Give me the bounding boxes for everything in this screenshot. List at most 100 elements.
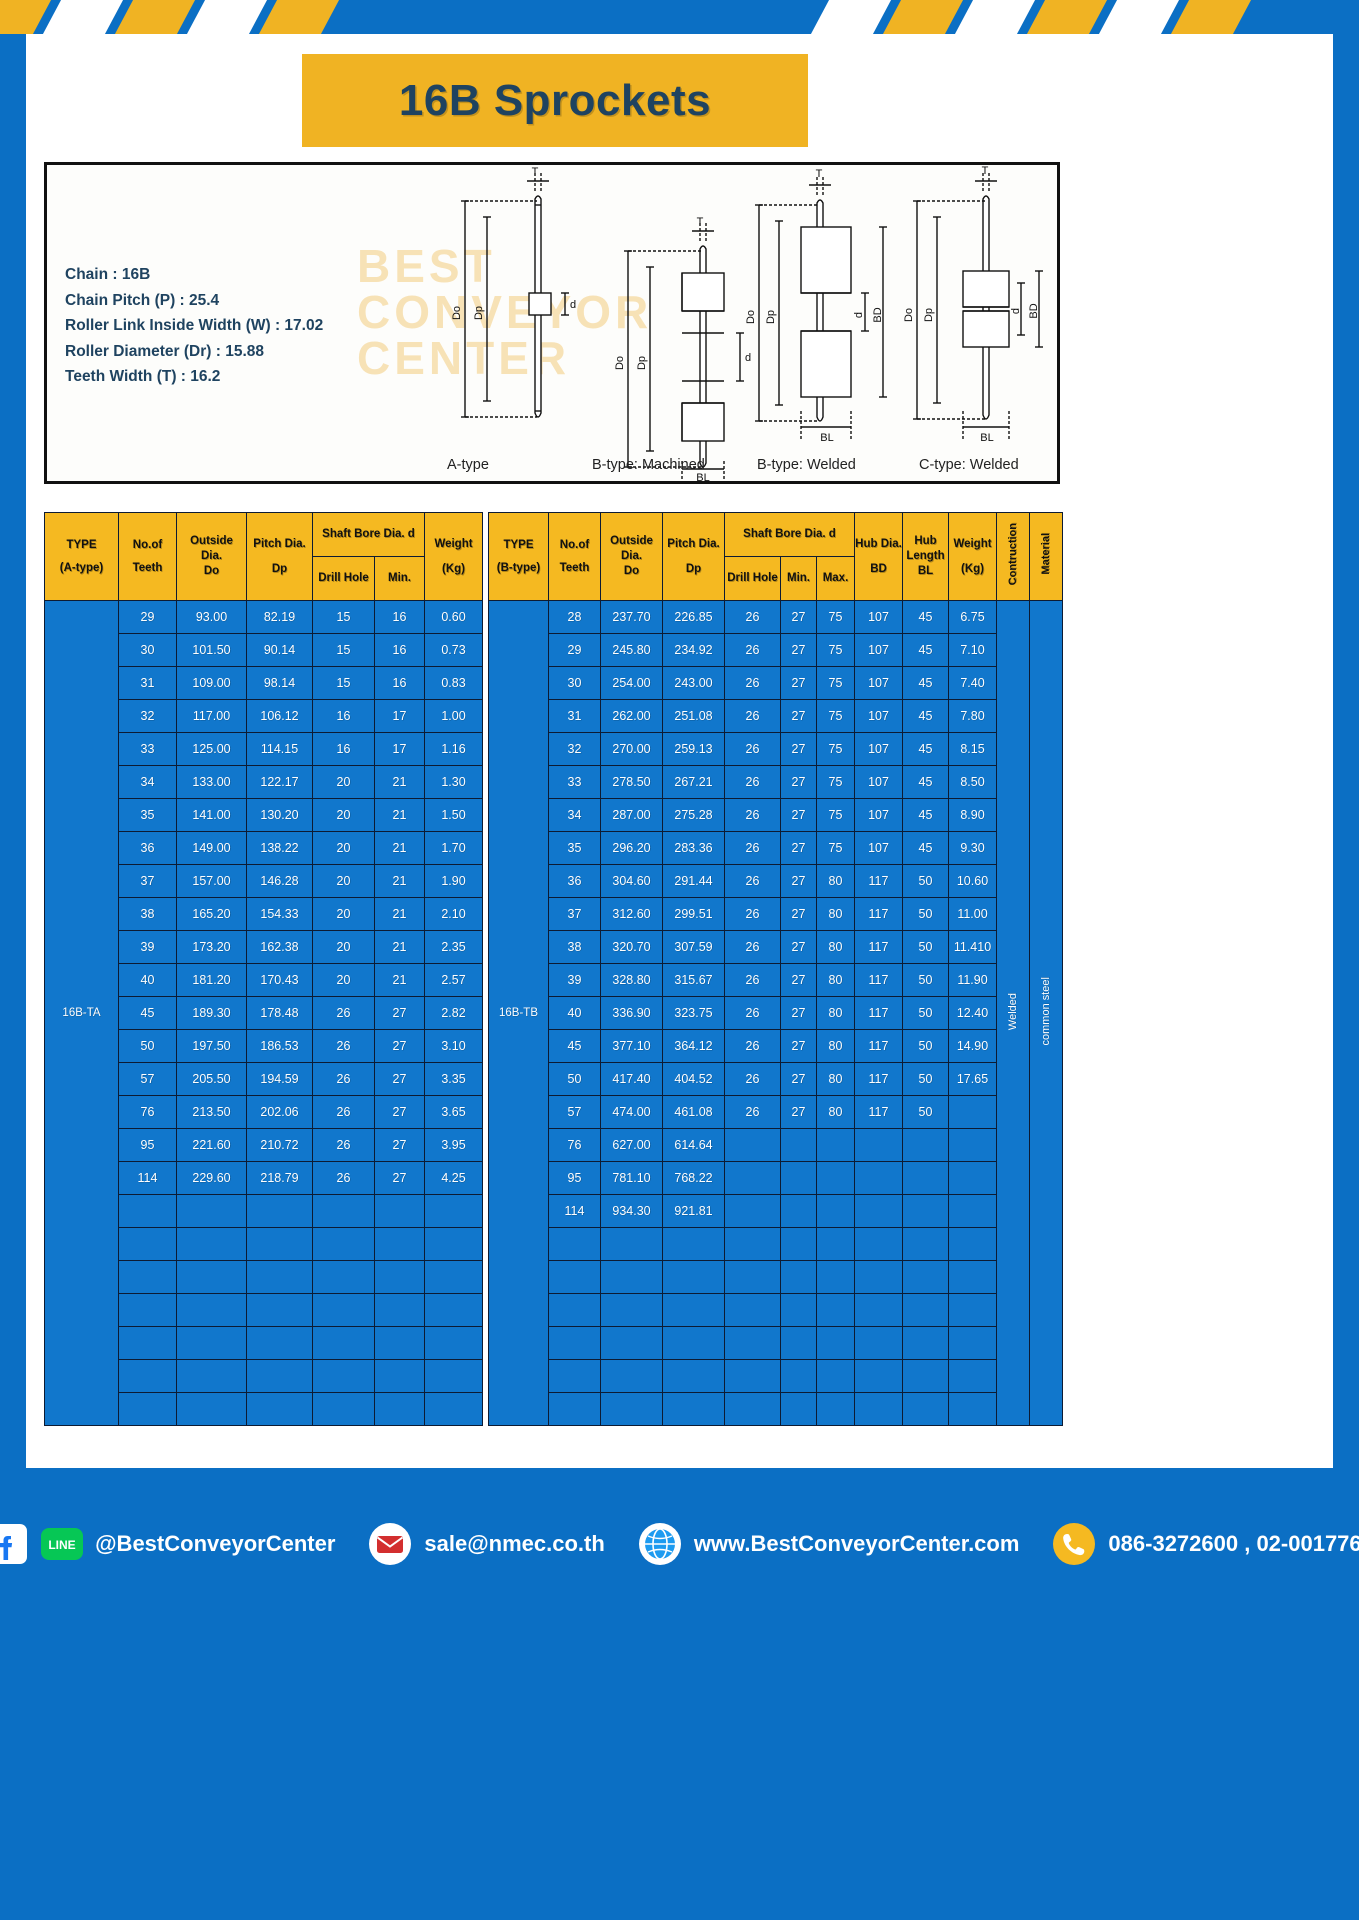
th-a-outside-dia: Outside Dia. Do [176,512,247,601]
cell-weight [948,1392,997,1426]
cell-weight [948,1095,997,1129]
sprocket-table-b-type: TYPE (B-type) No.of Teeth Outside Dia. D… [488,512,1063,1426]
cell-teeth: 30 [548,666,601,700]
table-row: 114 229.60 218.79 26 27 4.25 [45,1161,483,1195]
facebook-contact[interactable]: LINE @BestConveyorCenter [0,1522,351,1566]
th-b-hubdia-line2: BD [870,562,887,575]
cell-drill-hole [312,1194,375,1228]
cell-min: 27 [374,1128,425,1162]
cell-outside-dia [176,1293,247,1327]
cell-weight [948,1260,997,1294]
th-b-hubdia-line1: Hub Dia. [855,537,902,550]
cell-teeth [118,1326,177,1360]
cell-teeth: 40 [118,963,177,997]
svg-text:T: T [532,166,539,178]
cell-pitch-dia [246,1392,313,1426]
cell-max [816,1227,855,1261]
cell-weight [948,1359,997,1393]
cell-max: 75 [816,732,855,766]
svg-text:d: d [1010,308,1022,314]
table-row: 32 270.00 259.13 26 27 75 107 45 8.15 [489,732,1063,766]
th-b-pd-line2: Dp [685,562,702,575]
cell-min: 21 [374,864,425,898]
cell-drill-hole: 20 [312,831,375,865]
cell-max: 80 [816,930,855,964]
cell-teeth: 31 [118,666,177,700]
globe-icon[interactable] [637,1521,683,1567]
th-b-construction-label: Contruction [1006,522,1019,586]
cell-drill-hole [724,1260,781,1294]
cell-weight [948,1194,997,1228]
cell-max [816,1293,855,1327]
facebook-icon[interactable] [0,1522,29,1566]
cell-hub-length: 45 [902,633,949,667]
cell-hub-length: 45 [902,699,949,733]
email-contact[interactable]: sale@nmec.co.th [351,1521,620,1567]
cell-weight [424,1326,483,1360]
chevron-stripe [807,0,895,34]
email-icon[interactable] [367,1521,413,1567]
table-row: 76 213.50 202.06 26 27 3.65 [45,1095,483,1129]
cell-min: 27 [780,1062,817,1096]
phone-number[interactable]: 086-3272600 , 02-0017766 [1108,1531,1359,1556]
cell-hub-dia [854,1227,903,1261]
cell-min: 17 [374,699,425,733]
table-row: 39 173.20 162.38 20 21 2.35 [45,930,483,964]
cell-weight: 17.65 [948,1062,997,1096]
cell-teeth: 33 [118,732,177,766]
cell-teeth [548,1326,601,1360]
cell-teeth: 114 [118,1161,177,1195]
phone-contact[interactable]: 086-3272600 , 02-0017766 [1035,1521,1359,1567]
cell-hub-dia [854,1326,903,1360]
cell-outside-dia: 377.10 [600,1029,663,1063]
th-a-od-line3: Do [203,565,220,577]
cell-pitch-dia: 146.28 [246,864,313,898]
th-a-drill-hole: Drill Hole [312,556,375,601]
table-row: 39 328.80 315.67 26 27 80 117 50 11.90 [489,963,1063,997]
cell-outside-dia: 181.20 [176,963,247,997]
email-address[interactable]: sale@nmec.co.th [424,1531,605,1556]
cell-teeth [548,1392,601,1426]
cell-hub-dia: 107 [854,633,903,667]
cell-outside-dia: 270.00 [600,732,663,766]
facebook-handle[interactable]: @BestConveyorCenter [95,1531,336,1556]
cell-drill-hole: 26 [724,666,781,700]
cell-outside-dia [176,1260,247,1294]
cell-hub-length: 50 [902,1062,949,1096]
th-b-drill-hole: Drill Hole [724,556,781,601]
table-row: 16B-TA 29 93.00 82.19 15 16 0.60 [44,600,483,1426]
cell-pitch-dia: 106.12 [246,699,313,733]
cell-teeth: 35 [118,798,177,832]
cell-outside-dia: 336.90 [600,996,663,1030]
cell-drill-hole: 26 [312,996,375,1030]
cell-weight: 8.90 [948,798,997,832]
cell-teeth: 38 [548,930,601,964]
phone-icon[interactable] [1051,1521,1097,1567]
cell-max: 75 [816,831,855,865]
cell-teeth: 45 [548,1029,601,1063]
cell-max: 75 [816,633,855,667]
table-row: 16B-TB 28 237.70 226.85 26 27 75 107 45 6.75 Welde… [488,600,1063,1426]
cell-min: 27 [780,765,817,799]
cell-outside-dia [176,1194,247,1228]
chevron-stripe [39,0,127,34]
cell-hub-length: 45 [902,600,949,634]
cell-pitch-dia: 178.48 [246,996,313,1030]
table-row [489,1260,1063,1294]
cell-outside-dia: 320.70 [600,930,663,964]
cell-drill-hole: 26 [724,831,781,865]
cell-drill-hole: 26 [312,1029,375,1063]
cell-drill-hole: 26 [724,765,781,799]
line-icon[interactable]: LINE [40,1527,84,1561]
website-url[interactable]: www.BestConveyorCenter.com [693,1531,1020,1556]
cell-pitch-dia: 404.52 [662,1062,725,1096]
cell-weight: 3.10 [424,1029,483,1063]
table-b-header: TYPE (B-type) No.of Teeth Outside Dia. D… [488,512,1063,601]
cell-pitch-dia: 259.13 [662,732,725,766]
cell-drill-hole: 26 [724,1029,781,1063]
cell-max: 80 [816,963,855,997]
website-contact[interactable]: www.BestConveyorCenter.com [621,1521,1036,1567]
table-row: 76 627.00 614.64 [489,1128,1063,1162]
cell-pitch-dia: 170.43 [246,963,313,997]
cell-min: 27 [780,699,817,733]
